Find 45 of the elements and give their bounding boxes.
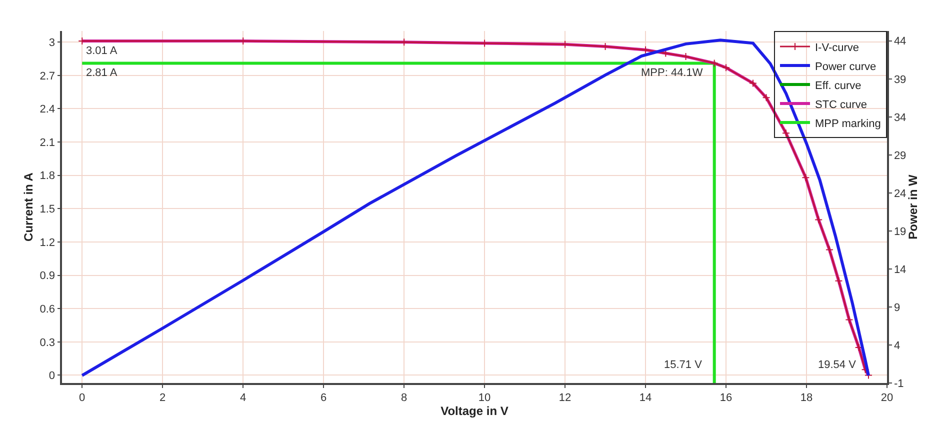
x-tick-label: 6 (320, 392, 327, 404)
legend-label: Eff. curve (815, 80, 862, 92)
x-tick-label: 0 (79, 392, 86, 404)
y-tick-label: 1.2 (40, 236, 56, 249)
x-tick-label: 20 (880, 392, 894, 404)
y-tick-label: 0.6 (40, 303, 56, 316)
x-tick-label: 8 (401, 392, 408, 404)
y2-tick-label: 34 (894, 112, 906, 124)
y2-tick-label: 24 (894, 188, 906, 200)
y-tick-label: 0 (48, 370, 56, 382)
y-tick-label: 2.4 (40, 104, 56, 116)
legend-label: MPP marking (815, 118, 881, 130)
y-tick-label: 1.5 (40, 204, 56, 216)
x-tick-label: 14 (639, 392, 652, 404)
x-tick-label: 4 (240, 392, 246, 404)
x-tick-label: 12 (558, 392, 572, 404)
x-axis-title: Voltage in V (440, 404, 508, 418)
y2-axis-title: Power in W (906, 174, 920, 240)
legend-label: I-V-curve (815, 42, 860, 54)
y2-tick-label: 19 (894, 226, 906, 238)
y2-tick-label: 9 (894, 302, 900, 314)
y-axis-title: Current in A (22, 172, 36, 242)
annotation: 15.71 V (664, 359, 703, 371)
y2-tick-label: 4 (894, 340, 900, 352)
y-tick-label: 1.8 (40, 170, 56, 182)
annotation: 2.81 A (86, 67, 118, 79)
y2-tick-label: -1 (894, 378, 904, 390)
legend-label: STC curve (815, 98, 867, 111)
y2-tick-label: 44 (894, 36, 906, 48)
x-tick-label: 18 (800, 392, 813, 404)
y2-tick-label: 14 (894, 264, 906, 276)
x-tick-label: 16 (720, 392, 732, 404)
annotation: 3.01 A (86, 45, 118, 57)
annotation: MPP: 44.1W (641, 67, 704, 79)
x-tick-label: 10 (478, 392, 491, 404)
legend-label: Power curve (815, 60, 876, 73)
y2-tick-label: 29 (894, 150, 906, 162)
y-tick-label: 2.7 (40, 70, 56, 82)
y-tick-label: 0.3 (40, 336, 56, 349)
annotation: 19.54 V (818, 359, 857, 371)
y2-tick-label: 39 (894, 74, 906, 86)
x-tick-label: 2 (160, 392, 166, 404)
y-tick-label: 0.9 (40, 270, 56, 282)
y-tick-label: 2.1 (40, 136, 56, 149)
y-tick-label: 3 (48, 36, 56, 49)
